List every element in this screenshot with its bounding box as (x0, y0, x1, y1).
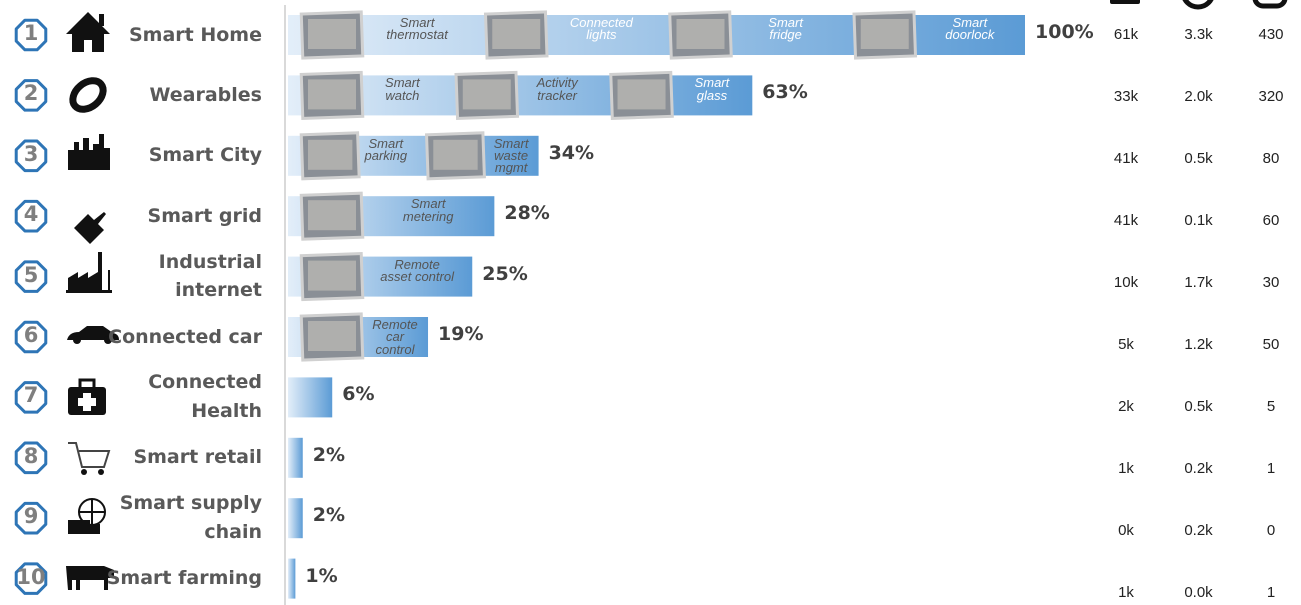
stat-value: 1k (1096, 585, 1156, 601)
bar-item-caption: Smart watch (364, 77, 441, 102)
rank-number: 7 (11, 384, 51, 406)
stat-value: 0.5k (1169, 151, 1229, 167)
photo-detail (308, 261, 356, 291)
stat-value: 33k (1096, 89, 1156, 105)
value-label: 6% (342, 385, 374, 405)
stat-value: 430 (1241, 27, 1301, 43)
stat-value: 80 (1241, 151, 1301, 167)
rank-number: 3 (11, 143, 51, 165)
stat-value: 30 (1241, 275, 1301, 291)
stat-value: 1k (1096, 461, 1156, 477)
value-label: 2% (313, 506, 345, 526)
category-label: Connected car (92, 323, 262, 352)
category-label: Industrial internet (92, 248, 262, 305)
rank-number: 9 (11, 505, 51, 527)
bar-item-caption: Smart doorlock (917, 17, 1023, 42)
bar (288, 559, 295, 599)
photo-detail (677, 19, 725, 49)
value-label: 1% (305, 567, 337, 587)
category-label: Smart Home (92, 21, 262, 50)
stat-value: 0.0k (1169, 585, 1229, 601)
stat-value: 0 (1241, 523, 1301, 539)
stat-value: 61k (1096, 27, 1156, 43)
category-label: Wearables (92, 81, 262, 110)
bar-item-caption: Smart glass (674, 77, 751, 102)
category-label: Smart retail (92, 443, 262, 472)
photo-detail (308, 79, 356, 109)
stat-value: 0.2k (1169, 461, 1229, 477)
bar-item-caption: Smart fridge (733, 17, 839, 42)
bar-item-caption: Smart thermostat (364, 17, 470, 42)
photo-detail (308, 200, 356, 230)
stat-value: 41k (1096, 213, 1156, 229)
stat-value: 10k (1096, 275, 1156, 291)
rank-number: 8 (11, 445, 51, 467)
photo-detail (433, 140, 477, 170)
rank-number: 2 (11, 82, 51, 104)
bar-item-caption: Smart metering (364, 198, 492, 223)
stat-value: 2.0k (1169, 89, 1229, 105)
photo-detail (463, 79, 511, 109)
stat-value: 0.5k (1169, 399, 1229, 415)
stat-value: 1 (1241, 461, 1301, 477)
stat-value: 1.7k (1169, 275, 1229, 291)
rank-number: 5 (11, 264, 51, 286)
category-label: Connected Health (92, 368, 262, 425)
photo-detail (308, 321, 356, 351)
bar-item-caption: Remote asset control (364, 259, 470, 284)
category-label: Smart grid (92, 202, 262, 231)
rank-number: 6 (11, 324, 51, 346)
stat-value: 50 (1241, 337, 1301, 353)
value-label: 19% (438, 325, 483, 345)
stat-value: 5k (1096, 337, 1156, 353)
stat-value: 0.1k (1169, 213, 1229, 229)
rank-number: 1 (11, 22, 51, 44)
stat-value: 5 (1241, 399, 1301, 415)
infographic: 1 Smart Home 100% Smart thermostat Connected… (0, 0, 1301, 605)
value-label: 28% (504, 204, 549, 224)
bar-item-caption: Smart parking (360, 138, 411, 163)
column-icons (1110, 0, 1285, 7)
category-label: Smart supply chain (92, 489, 262, 546)
bar (288, 438, 303, 478)
photo-detail (618, 79, 666, 109)
photo-detail (861, 19, 909, 49)
bar-item-caption: Smart waste mgmt (486, 138, 537, 175)
stat-value: 0k (1096, 523, 1156, 539)
stat-value: 1 (1241, 585, 1301, 601)
bar-item-caption: Connected lights (548, 17, 654, 42)
photo-detail (308, 140, 352, 170)
photo-detail (492, 19, 540, 49)
value-label: 25% (482, 265, 527, 285)
stat-value: 3.3k (1169, 27, 1229, 43)
stat-value: 1.2k (1169, 337, 1229, 353)
rank-number: 10 (11, 566, 51, 588)
value-label: 34% (549, 144, 594, 164)
stat-value: 0.2k (1169, 523, 1229, 539)
stat-value: 2k (1096, 399, 1156, 415)
category-label: Smart City (92, 141, 262, 170)
bar-item-caption: Activity tracker (519, 77, 596, 102)
stat-value: 41k (1096, 151, 1156, 167)
bar-item-caption: Remote car control (364, 319, 426, 356)
bar (288, 498, 303, 538)
value-label: 2% (313, 446, 345, 466)
rank-number: 4 (11, 203, 51, 225)
photo-detail (308, 19, 356, 49)
stat-value: 320 (1241, 89, 1301, 105)
category-label: Smart farming (92, 564, 262, 593)
stat-value: 60 (1241, 213, 1301, 229)
value-label: 100% (1035, 23, 1094, 43)
bar (288, 377, 332, 417)
value-label: 63% (762, 83, 807, 103)
